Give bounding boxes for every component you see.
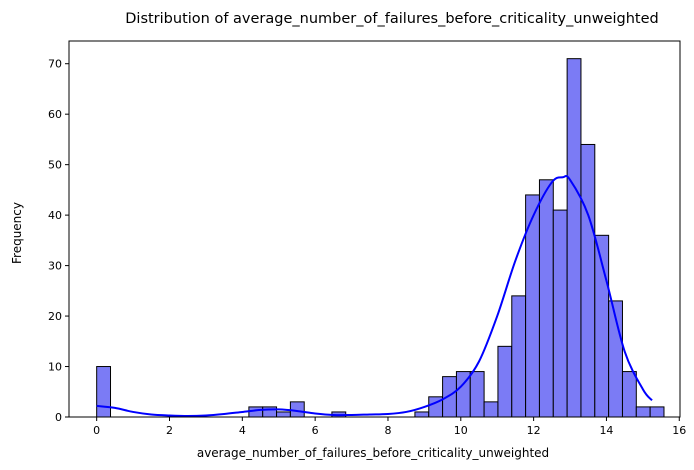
histogram-bar (552, 209, 568, 418)
y-tick-label: 40 (48, 209, 62, 222)
histogram-bar (511, 295, 527, 418)
x-tick-label: 16 (672, 424, 686, 437)
y-tick-label: 50 (48, 159, 62, 172)
histogram-bar (621, 371, 637, 418)
histogram-bars (96, 58, 665, 418)
x-tick-label: 8 (384, 424, 391, 437)
x-tick-label: 6 (312, 424, 319, 437)
y-axis-label: Frequency (10, 202, 24, 264)
y-tick-label: 30 (48, 260, 62, 273)
histogram-bar (248, 406, 264, 418)
histogram-bar (635, 406, 651, 418)
histogram-bar (96, 366, 112, 418)
x-axis-ticks: 0 2 4 6 8 10 12 14 16 (93, 417, 686, 437)
histogram-bar (566, 58, 582, 418)
histogram-bar (276, 411, 291, 418)
kde-curve (96, 175, 653, 417)
chart-title: Distribution of average_number_of_failur… (125, 11, 658, 27)
x-tick-label: 0 (93, 424, 100, 437)
x-tick-label: 2 (166, 424, 173, 437)
y-tick-label: 0 (55, 411, 62, 424)
histogram-bar (483, 401, 499, 418)
x-tick-label: 14 (599, 424, 613, 437)
histogram-bar (289, 401, 305, 418)
x-tick-label: 12 (527, 424, 541, 437)
y-tick-label: 20 (48, 310, 62, 323)
histogram-bar (497, 345, 513, 418)
histogram-bar (469, 371, 485, 418)
histogram-bar (649, 406, 665, 418)
x-axis-label: average_number_of_failures_before_critic… (197, 446, 549, 460)
y-tick-label: 60 (48, 108, 62, 121)
histogram-bar (414, 411, 430, 418)
y-axis-ticks: 0 10 20 30 40 50 60 70 (48, 58, 69, 424)
histogram-bar (538, 179, 554, 418)
plot-frame (68, 40, 681, 418)
x-tick-label: 10 (454, 424, 468, 437)
y-tick-label: 70 (48, 58, 62, 71)
histogram-bar (442, 376, 457, 418)
histogram-bar (580, 143, 596, 418)
x-tick-label: 4 (239, 424, 246, 437)
y-tick-label: 10 (48, 361, 62, 374)
